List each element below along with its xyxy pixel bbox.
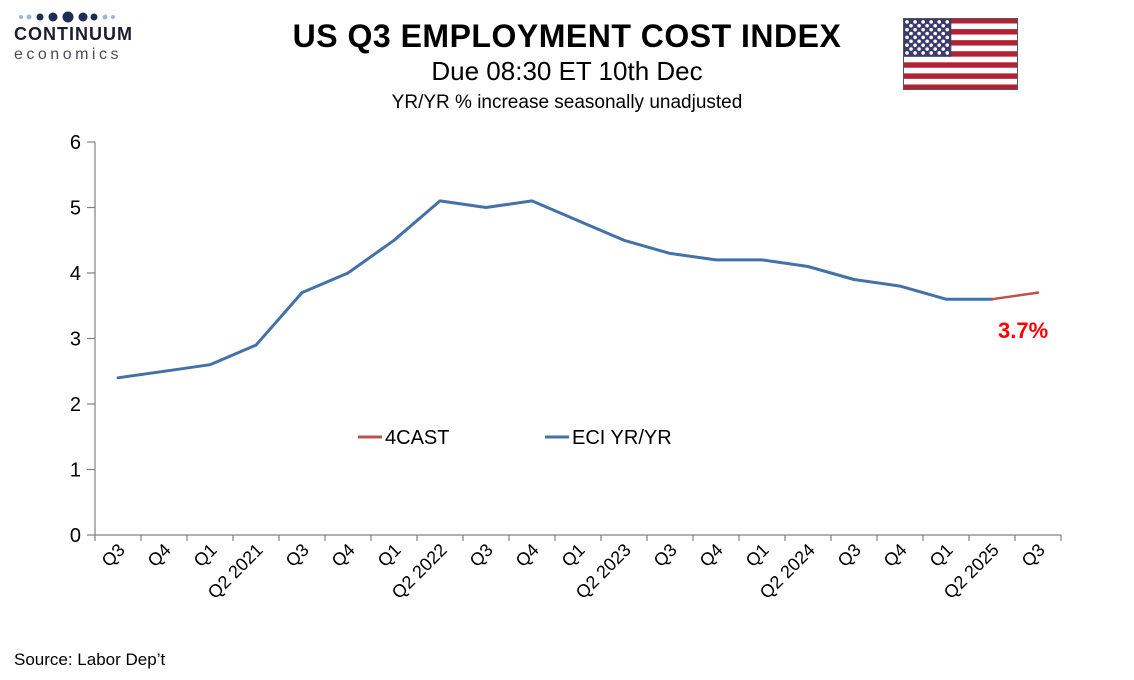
y-tick-label: 0 [70,525,81,547]
x-tick-label: Q3 [466,540,497,571]
x-tick-label: Q4 [696,540,727,571]
y-tick-label: 1 [70,460,81,482]
x-tick-label: Q3 [98,540,129,571]
forecast-annotation: 3.7% [998,318,1048,343]
source-label: Source: Labor Dep’t [14,650,166,669]
y-tick-label: 6 [70,132,81,154]
x-tick-label: Q1 [926,540,957,571]
legend-label: 4CAST [385,427,449,449]
eci-line-chart: 0 1 2 3 4 5 6 Q3 Q4 Q1 Q2 2021 Q3 Q4 Q1 Q2 2022 Q3 Q4 Q1 Q… [0,125,1134,640]
logo-text-economics: economics [14,45,122,63]
series-line-eci-yr-yr [116,199,994,380]
chart-subtitle: Due 08:30 ET 10th Dec [431,55,703,86]
chart-title: US Q3 EMPLOYMENT COST INDEX [292,18,842,54]
legend-label: ECI YR/YR [572,427,672,449]
logo-dots-icon [19,11,115,23]
x-tick-label: Q1 [190,540,221,571]
x-tick-label: Q3 [1018,540,1049,571]
x-tick-label: Q1 [558,540,589,571]
y-tick-label: 2 [70,394,81,416]
x-tick-label: Q3 [650,540,681,571]
x-tick-label: Q1 [742,540,773,571]
x-tick-label: Q4 [512,540,543,571]
legend-item: ECI YR/YR [545,427,672,449]
x-tick-label: Q3 [834,540,865,571]
y-tick-label: 4 [70,263,81,285]
continuum-logo: CONTINUUM economics [14,10,144,64]
y-tick-label: 5 [70,198,81,220]
chart-titles: US Q3 EMPLOYMENT COST INDEX Due 08:30 ET… [120,18,1014,114]
chart-subsubtitle: YR/YR % increase seasonally unadjusted [391,91,743,113]
legend-item: 4CAST [358,427,449,449]
us-flag-icon [903,18,1018,90]
x-tick-label: Q4 [880,540,911,571]
x-tick-label: Q1 [374,540,405,571]
x-tick-label: Q4 [144,540,175,571]
series-line-4cast [990,291,1040,301]
x-tick-label: Q3 [282,540,313,571]
y-tick-label: 3 [70,329,81,351]
x-tick-label: Q4 [328,540,359,571]
logo-text-continuum: CONTINUUM [14,24,133,44]
